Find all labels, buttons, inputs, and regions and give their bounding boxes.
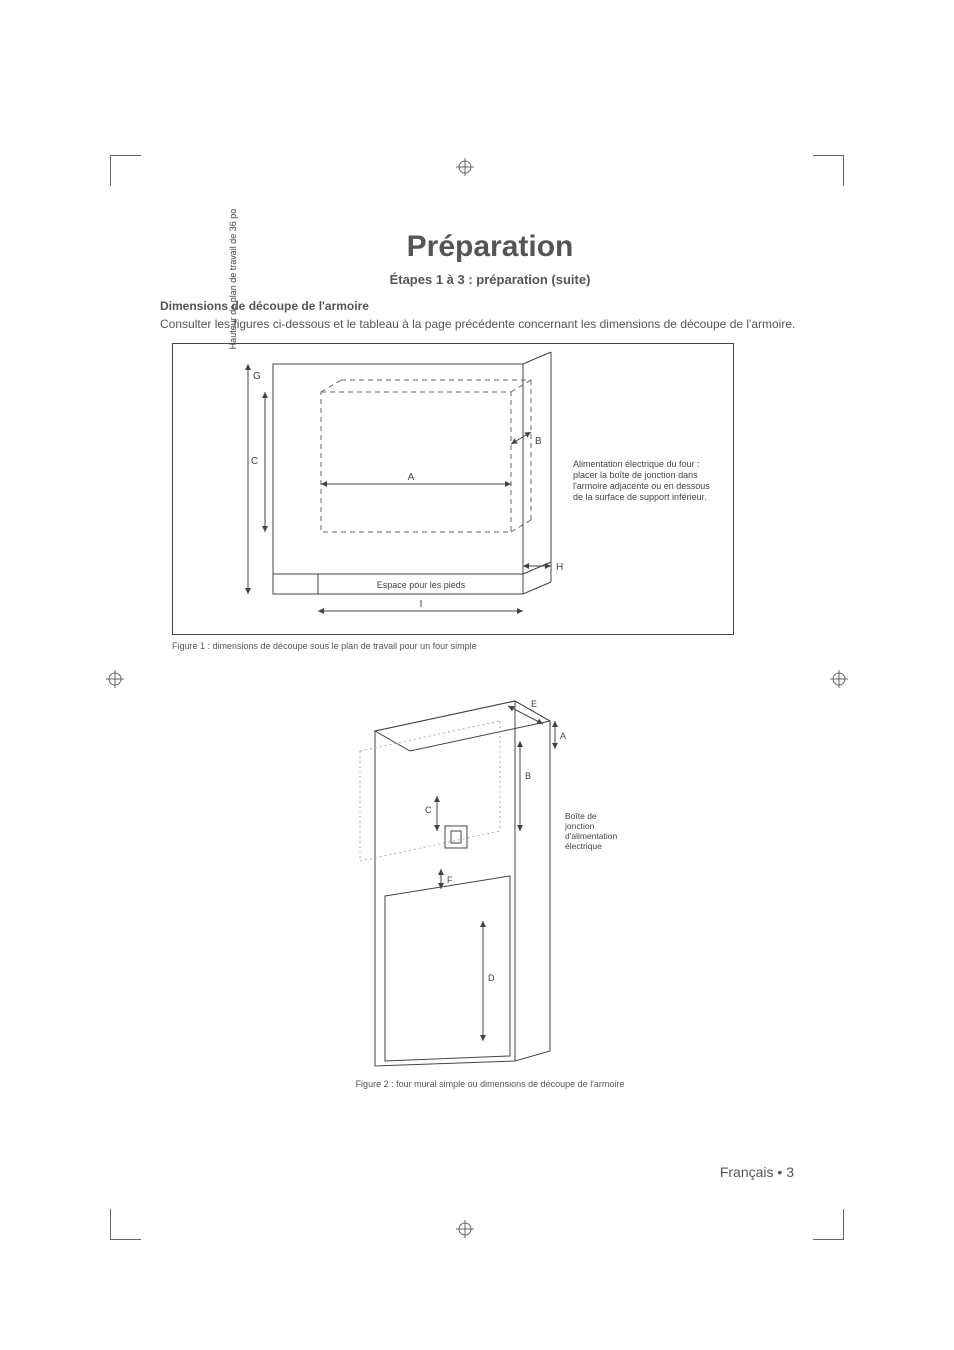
fig1-note: Alimentation électrique du four : placer…	[573, 459, 718, 504]
page-title: Préparation	[160, 230, 820, 264]
svg-text:D: D	[488, 973, 495, 983]
figure-2-caption: Figure 2 : four mural simple ou dimensio…	[325, 1079, 655, 1089]
svg-text:Boîte dejonctiond'alimentation: Boîte dejonctiond'alimentationélectrique	[564, 811, 617, 851]
crop-mark	[813, 155, 844, 186]
section-subtitle: Étapes 1 à 3 : préparation (suite)	[160, 272, 820, 287]
svg-text:A: A	[560, 731, 566, 741]
fig1-vertical-label: Hauteur de plan de travail de 36 po	[228, 179, 238, 379]
section-heading: Dimensions de découpe de l'armoire	[160, 299, 820, 313]
page-footer: Français • 3	[720, 1164, 794, 1180]
figure-1-caption: Figure 1 : dimensions de découpe sous le…	[172, 641, 820, 651]
registration-mark-icon	[456, 158, 474, 176]
svg-text:B: B	[535, 436, 542, 447]
svg-text:G: G	[253, 371, 261, 382]
crop-mark	[813, 1209, 844, 1240]
crop-mark	[110, 1209, 141, 1240]
page-content: Préparation Étapes 1 à 3 : préparation (…	[160, 230, 820, 1089]
svg-text:C: C	[251, 456, 258, 467]
figure-1: G C A B H I Espace pour les pieds Hauteu…	[172, 343, 734, 635]
svg-text:A: A	[408, 472, 415, 483]
body-paragraph: Consulter les figures ci-dessous et le t…	[160, 317, 820, 333]
svg-text:F: F	[447, 875, 453, 885]
svg-text:E: E	[531, 699, 537, 709]
svg-text:I: I	[420, 599, 423, 610]
registration-mark-icon	[830, 670, 848, 688]
svg-text:Espace pour les pieds: Espace pour les pieds	[377, 580, 466, 590]
registration-mark-icon	[106, 670, 124, 688]
svg-text:C: C	[425, 805, 432, 815]
svg-text:B: B	[525, 771, 531, 781]
crop-mark	[110, 155, 141, 186]
registration-mark-icon	[456, 1220, 474, 1238]
figure-2: E A B C F D Boîte dejonctiond'alimentati…	[325, 671, 655, 1089]
svg-text:H: H	[556, 562, 563, 573]
